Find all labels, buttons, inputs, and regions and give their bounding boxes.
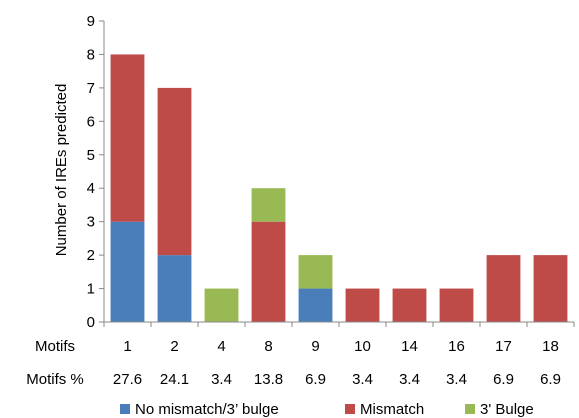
row-label-motifs: Motifs (35, 338, 75, 355)
y-tick-label: 6 (87, 113, 95, 130)
motif-percent-label: 6.9 (305, 371, 326, 388)
y-tick-label: 1 (87, 281, 95, 298)
legend-label: 3' Bulge (480, 401, 534, 418)
x-tick-label: 16 (448, 338, 465, 355)
y-tick-label: 8 (87, 46, 95, 63)
y-tick-label: 2 (87, 247, 95, 264)
y-axis-label: Number of IREs predicted (53, 84, 70, 257)
bar-segment (345, 288, 380, 322)
y-tick-label: 4 (87, 180, 95, 197)
bar-segment (157, 87, 192, 256)
bars-layer (110, 54, 568, 322)
legend-swatch (465, 404, 475, 414)
legend: No mismatch/3’ bulge Mismatch 3' Bulge (120, 401, 534, 418)
bar-segment (251, 188, 286, 222)
bar-segment (110, 54, 145, 222)
labels-layer: Motifs Motifs % 1 27.6 2 24.1 4 3.4 8 13.8 9 6.9 10 3… (26, 338, 561, 388)
y-tick-label: 7 (87, 80, 95, 97)
motif-percent-label: 3.4 (211, 371, 232, 388)
x-tick-label: 18 (542, 338, 559, 355)
legend-swatch (120, 404, 130, 414)
row-label-motifs-percent: Motifs % (26, 371, 84, 388)
legend-label: No mismatch/3’ bulge (135, 401, 279, 418)
y-tick-label: 5 (87, 147, 95, 164)
y-tick-label: 0 (87, 314, 95, 331)
motif-percent-label: 6.9 (540, 371, 561, 388)
motif-percent-label: 27.6 (113, 371, 142, 388)
bar-segment (298, 255, 333, 289)
y-tick-label: 3 (87, 214, 95, 231)
bar-segment (392, 288, 427, 322)
legend-label: Mismatch (360, 401, 424, 418)
bar-segment (204, 288, 239, 322)
x-tick-label: 9 (311, 338, 319, 355)
motif-percent-label: 13.8 (254, 371, 283, 388)
bar-segment (298, 288, 333, 322)
bar-segment (251, 221, 286, 322)
x-tick-label: 1 (123, 338, 131, 355)
motif-percent-label: 3.4 (446, 371, 467, 388)
x-tick-label: 10 (354, 338, 371, 355)
x-tick-label: 17 (495, 338, 512, 355)
bar-segment (533, 255, 568, 322)
y-tick-label: 9 (87, 13, 95, 30)
x-tick-label: 8 (264, 338, 272, 355)
motif-percent-label: 24.1 (160, 371, 189, 388)
motif-percent-label: 3.4 (352, 371, 373, 388)
x-tick-label: 4 (217, 338, 225, 355)
bar-segment (157, 255, 192, 322)
axes-layer: 0 1 2 3 4 5 6 7 8 9 (87, 13, 575, 331)
motif-percent-label: 3.4 (399, 371, 420, 388)
bar-segment (486, 255, 521, 322)
motif-percent-label: 6.9 (493, 371, 514, 388)
x-tick-label: 2 (170, 338, 178, 355)
legend-swatch (345, 404, 355, 414)
x-tick-label: 14 (401, 338, 418, 355)
bar-segment (439, 288, 474, 322)
bar-segment (110, 221, 145, 322)
